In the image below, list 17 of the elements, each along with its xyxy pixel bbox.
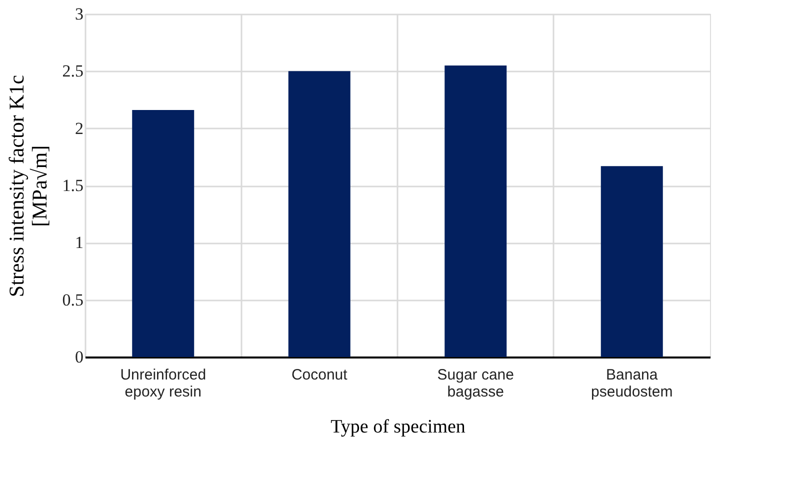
y-axis-title: Stress intensity factor K1c [MPa√m] — [4, 74, 52, 298]
bar — [600, 166, 663, 357]
bar — [288, 71, 350, 357]
y-tick-label: 3 — [75, 4, 84, 24]
x-axis-title: Type of specimen — [330, 416, 466, 438]
x-tick-label: Unreinforced epoxy resin — [120, 366, 206, 400]
y-tick-label: 1.5 — [62, 176, 84, 195]
x-tick-label: Sugar cane bagasse — [437, 366, 514, 400]
bar — [132, 110, 194, 357]
y-tick-label: 0.5 — [62, 290, 84, 310]
x-tick-label: Banana pseudostem — [591, 366, 673, 400]
x-tick-label: Coconut — [291, 366, 348, 384]
y-tick-label: 0 — [75, 348, 84, 366]
y-tick-label: 2.5 — [62, 62, 84, 81]
y-tick-label: 1 — [75, 233, 84, 252]
y-tick-label: 2 — [75, 118, 84, 138]
bar — [444, 65, 507, 357]
